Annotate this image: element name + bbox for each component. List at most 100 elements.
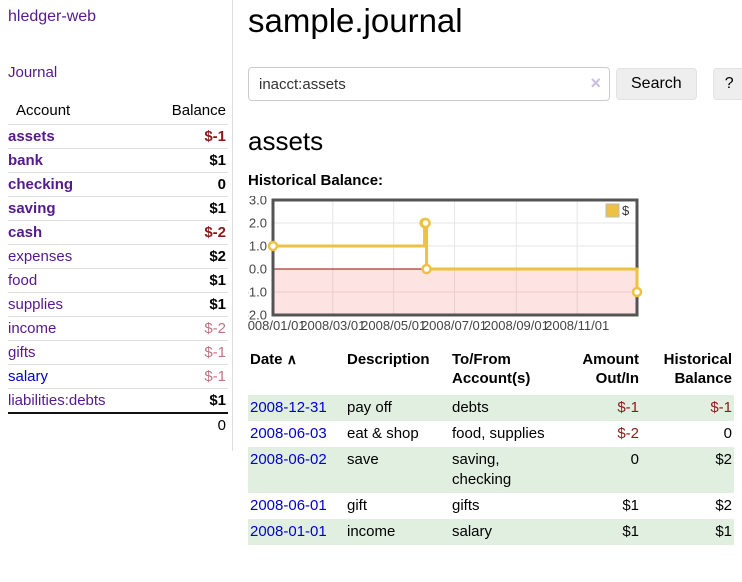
total-spacer [8, 412, 141, 437]
transaction-balance: $2 [715, 451, 732, 468]
account-link-cash[interactable]: cash [8, 224, 43, 241]
transaction-date-link[interactable]: 2008-06-03 [250, 425, 327, 442]
account-link-supplies[interactable]: supplies [8, 296, 64, 313]
account-balance: $1 [140, 148, 228, 173]
transaction-row: 2008-01-01 income salary $1 $1 [248, 519, 734, 545]
register-body: 2008-12-31 pay off debts $-1 $-1 2008-06-03 ea… [248, 395, 734, 545]
search-input-wrap: × [248, 67, 610, 101]
account-cell: income [8, 316, 141, 341]
transaction-balance: $2 [715, 497, 732, 514]
sidebar-item-journal[interactable]: Journal [8, 64, 58, 81]
transaction-accounts: saving, checking [452, 451, 512, 488]
app-title-link[interactable]: hledger-web [8, 8, 97, 25]
account-link-checking[interactable]: checking [8, 176, 74, 193]
account-cell: gifts [8, 340, 141, 365]
account-cell: cash [8, 220, 141, 245]
search-form: × Search ? [248, 67, 742, 101]
account-balance: $-1 [140, 364, 228, 389]
search-input[interactable] [248, 67, 610, 101]
account-row: salary $-1 [8, 364, 228, 389]
sidebar-total-row: 0 [8, 412, 228, 437]
account-link-food[interactable]: food [8, 272, 38, 289]
svg-text:2008/11/01: 2008/11/01 [545, 318, 609, 333]
data-point-marker [631, 286, 643, 298]
transaction-row: 2008-06-02 save saving, checking 0 $2 [248, 447, 734, 493]
chart-series-$ [267, 217, 643, 298]
data-point-marker [420, 217, 431, 229]
account-cell: liabilities:debts [8, 388, 141, 414]
register-table: Date ∧ Description To/From Account(s) Amo… [248, 348, 734, 545]
sidebar-accounts-table: Account Balance assets $-1 bank $1 checking 0… [8, 101, 228, 437]
clear-search-icon[interactable]: × [590, 73, 601, 93]
transaction-amount: 0 [630, 451, 639, 468]
transaction-amount: $-1 [617, 399, 639, 416]
account-balance: $-2 [140, 316, 228, 341]
account-cell: supplies [8, 292, 141, 317]
sidebar: hledger-web Journal Account Balance asse… [0, 0, 233, 451]
negative-region [273, 269, 637, 315]
account-row: food $1 [8, 268, 228, 293]
account-row: checking 0 [8, 172, 228, 197]
account-balance: 0 [140, 172, 228, 197]
help-button[interactable]: ? [712, 68, 742, 100]
svg-text:2008/01/01: 2008/01/01 [248, 318, 306, 333]
transaction-description: gift [347, 497, 368, 514]
transaction-date-cell: 2008-01-01 [248, 519, 345, 545]
account-link-gifts[interactable]: gifts [8, 344, 36, 361]
transaction-date-link[interactable]: 2008-12-31 [250, 399, 327, 416]
account-link-expenses[interactable]: expenses [8, 248, 73, 265]
chart-axes: -2.0 -1.0 0.0 1.0 2.0 3.0 2008/01/012008/03/01… [248, 196, 609, 333]
account-balance: $-1 [140, 124, 228, 149]
svg-text:2008/03/01: 2008/03/01 [300, 318, 365, 333]
account-row: liabilities:debts $1 [8, 388, 228, 414]
chart-border [271, 198, 639, 317]
svg-text:2008/05/01: 2008/05/01 [361, 318, 426, 333]
svg-text:2.0: 2.0 [249, 216, 267, 231]
svg-text:3.0: 3.0 [249, 196, 267, 208]
register-header-description: Description [347, 351, 430, 368]
account-row: income $-2 [8, 316, 228, 341]
account-cell: expenses [8, 244, 141, 269]
transaction-date-link[interactable]: 2008-06-02 [250, 451, 327, 468]
transaction-description: eat & shop [347, 425, 419, 442]
data-point-marker [421, 263, 432, 275]
balance-column-header: Balance [140, 101, 228, 125]
account-column-header: Account [8, 101, 141, 125]
account-row: bank $1 [8, 148, 228, 173]
account-row: saving $1 [8, 196, 228, 221]
page-title: sample.journal [248, 2, 463, 39]
account-row: gifts $-1 [8, 340, 228, 365]
svg-text:1.0: 1.0 [249, 239, 267, 254]
account-link-assets[interactable]: assets [8, 128, 55, 145]
chart-title: Historical Balance: [248, 172, 384, 189]
account-link-bank[interactable]: bank [8, 152, 44, 169]
account-balance: $-1 [140, 340, 228, 365]
transaction-amount: $1 [622, 523, 639, 540]
account-balance: $-2 [140, 220, 228, 245]
account-link-income[interactable]: income [8, 320, 57, 337]
account-balance: $1 [140, 196, 228, 221]
transaction-amount: $1 [622, 497, 639, 514]
transaction-row: 2008-06-01 gift gifts $1 $2 [248, 493, 734, 519]
transaction-date-cell: 2008-06-02 [248, 447, 345, 493]
transaction-accounts: food, supplies [452, 425, 545, 442]
transaction-balance: $-1 [710, 399, 732, 416]
search-button[interactable]: Search [616, 68, 697, 100]
account-cell: food [8, 268, 141, 293]
account-link-liabilities-debts[interactable]: liabilities:debts [8, 392, 106, 409]
svg-text:-1.0: -1.0 [248, 285, 267, 300]
account-link-salary[interactable]: salary [8, 368, 49, 385]
transaction-date-link[interactable]: 2008-01-01 [250, 523, 327, 540]
hledger-page: hledger-web Journal Account Balance asse… [0, 0, 742, 545]
transaction-accounts: gifts [452, 497, 480, 514]
svg-text:0.0: 0.0 [249, 262, 267, 277]
register-sort-date[interactable]: Date ∧ [250, 351, 297, 368]
transaction-balance: $1 [715, 523, 732, 540]
transaction-row: 2008-06-03 eat & shop food, supplies $-2 0 [248, 421, 734, 447]
transaction-date-link[interactable]: 2008-06-01 [250, 497, 327, 514]
app-title-heading: hledger-web [8, 8, 228, 26]
account-cell: salary [8, 364, 141, 389]
account-link-saving[interactable]: saving [8, 200, 56, 217]
historical-balance-chart: -2.0 -1.0 0.0 1.0 2.0 3.0 2008/01/012008/03/01… [248, 196, 643, 333]
transaction-description: save [347, 451, 379, 468]
